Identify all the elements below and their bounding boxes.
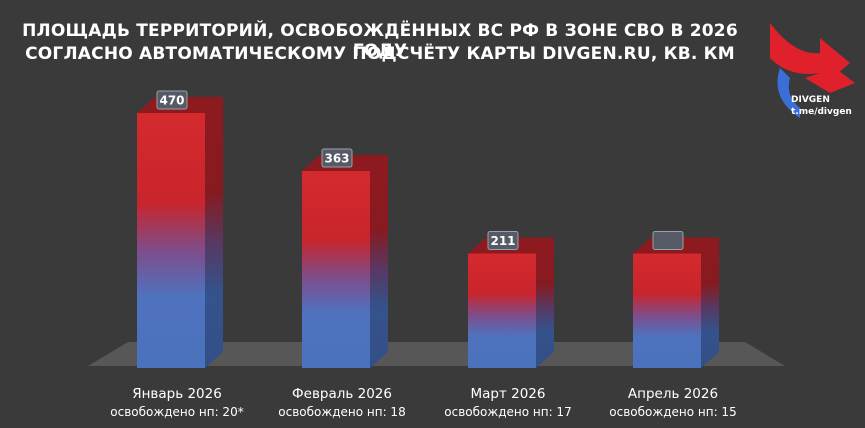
category-month-1: Январь 2026 (132, 386, 222, 402)
category-label-3: Март 2026 освобождено нп: 17 (423, 386, 593, 419)
bar-1 (137, 97, 223, 368)
bar-side-1 (205, 97, 223, 368)
category-label-2: Февраль 2026 освобождено нп: 18 (257, 386, 427, 419)
value-label-2: 363 (324, 152, 349, 166)
logo-name: DIVGEN (791, 95, 830, 105)
bar-side-2 (370, 155, 388, 368)
category-subcaption-4: освобождено нп: 15 (609, 405, 737, 419)
value-label-3: 211 (490, 234, 515, 248)
category-month-4: Апрель 2026 (627, 386, 719, 402)
category-month-2: Февраль 2026 (292, 386, 392, 402)
value-label-box-1 (156, 90, 188, 110)
bar-front-2 (302, 171, 370, 368)
divgen-logo-icon (770, 23, 855, 118)
category-subcaption-1: освобождено нп: 20* (110, 405, 244, 419)
bar-3 (468, 237, 554, 368)
value-label-box-2 (321, 148, 353, 168)
value-label-1: 470 (159, 94, 184, 108)
bar-side-3 (536, 237, 554, 368)
bar-front-1 (137, 113, 205, 368)
value-label-box-3 (487, 231, 519, 251)
chart-floor (88, 342, 785, 366)
bar-2 (302, 155, 388, 368)
category-subcaption-3: освобождено нп: 17 (444, 405, 572, 419)
category-label-1: Январь 2026 освобождено нп: 20* (92, 386, 262, 419)
chart-title-line-1: ПЛОЩАДЬ ТЕРРИТОРИЙ, ОСВОБОЖДЁННЫХ ВС РФ … (22, 21, 738, 61)
bar-4 (633, 237, 719, 368)
bar-front-3 (468, 253, 536, 368)
chart-title-line-2: СОГЛАСНО АВТОМАТИЧЕСКОМУ ПОДСЧЁТУ КАРТЫ … (25, 44, 735, 64)
bar-side-4 (701, 237, 719, 368)
logo-telegram-link[interactable]: t.me/divgen (791, 107, 852, 117)
category-label-4: Апрель 2026 освобождено нп: 15 (588, 386, 758, 419)
bar-front-4 (633, 253, 701, 368)
category-month-3: Март 2026 (470, 386, 546, 402)
value-label-box-4 (652, 231, 684, 251)
category-subcaption-2: освобождено нп: 18 (278, 405, 406, 419)
